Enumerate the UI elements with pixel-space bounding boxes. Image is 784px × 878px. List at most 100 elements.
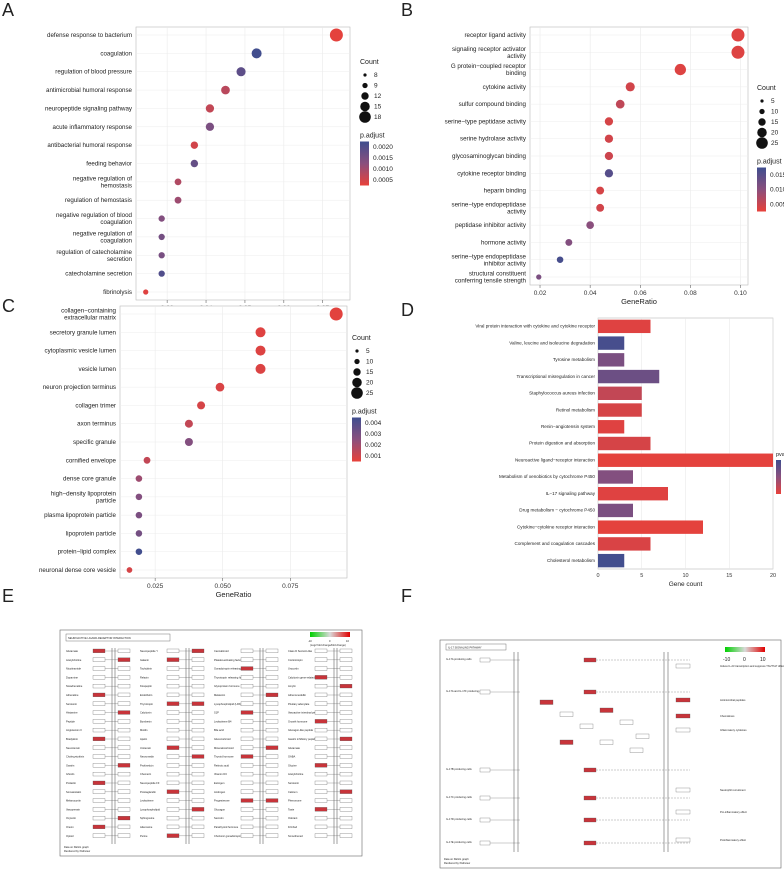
pathway-e-gene-box <box>314 701 328 706</box>
pathway-e-gene-box <box>240 666 254 671</box>
pathway-e-receptor-box <box>339 780 353 785</box>
pathway-e-receptor-box <box>339 745 353 750</box>
pathway-e-ligand: Orexin <box>66 825 74 829</box>
pathway-e-gene-box <box>314 657 328 662</box>
pathway-e-ligand: Glycoprotein hormone <box>214 684 240 688</box>
data-point <box>604 117 614 126</box>
pathway-e-receptor-box <box>265 710 279 715</box>
pathway-e-gene-box <box>314 675 328 680</box>
data-point <box>126 567 133 573</box>
category-label: serine hydrolase activity <box>460 135 527 142</box>
pathway-e-receptor-box <box>191 684 205 689</box>
category-label: negative regulation of blood coagulation <box>56 212 133 226</box>
pathway-e-gene-box <box>166 666 180 671</box>
category-label: receptor ligand activity <box>464 32 526 39</box>
pathway-e-gene-box <box>92 824 106 829</box>
category-label: glycosaminoglycan binding <box>452 153 527 160</box>
pathway-e-ligand: Acetylcholine <box>66 658 82 662</box>
category-label: structural constituent conferring tensile… <box>455 270 527 284</box>
chart-d: 0 5 10 15 20 Viral protein interaction with c… <box>475 317 784 588</box>
pathway-e-ligand: Taste <box>288 807 295 811</box>
pathway-f-section-label: IL-17E producing cells <box>446 840 472 844</box>
pathway-e-receptor-box <box>117 728 131 733</box>
pathway-e-gene-box <box>92 648 106 653</box>
data-point <box>135 475 143 482</box>
panel-letter-c: C <box>2 296 15 316</box>
pathway-e-ligand: Chemerin <box>140 772 152 776</box>
category-label: neuronal dense core vesicle <box>39 567 117 574</box>
pathway-e-scale-caption: (Log2 fold change/fold change) <box>310 643 346 647</box>
pathway-e-receptor-box <box>265 745 279 750</box>
pathway-e-receptor-box <box>117 807 131 812</box>
pathway-e-receptor-box <box>117 666 131 671</box>
pathway-e-receptor-box <box>265 833 279 838</box>
legend-color-title: p.adjust <box>757 159 782 166</box>
pathway-e-ligand: Apelin <box>140 737 148 741</box>
pathway-e-ligand: Dopamine <box>66 675 78 679</box>
pathway-e-gene-box <box>240 675 254 680</box>
legend-size-label: 10 <box>771 109 779 116</box>
pathway-e-ligand: Motilin <box>140 728 148 732</box>
data-point <box>215 382 225 392</box>
pathway-e-gene-box <box>166 780 180 785</box>
x-tick-label: 0.025 <box>147 583 164 590</box>
bar <box>598 336 625 350</box>
legend-size-label: 5 <box>771 98 775 105</box>
pathway-f-gene-box <box>619 719 634 725</box>
pathway-f-target-label: Induce IL-23 transcription and suppress … <box>720 664 784 668</box>
legend-size-dot <box>353 368 361 376</box>
pathway-f-section-label: IL-17B producing cells <box>446 767 472 771</box>
pathway-f-footer-1: Data on KEGG graph <box>444 857 469 861</box>
data-point <box>135 511 143 519</box>
pathway-e-ligand: Vitamin D3 <box>214 772 227 776</box>
pathway-e-receptor-box <box>117 684 131 689</box>
legend-size-label: 12 <box>374 93 382 100</box>
data-point <box>158 270 165 277</box>
data-point <box>135 530 143 537</box>
pathway-e-receptor-box <box>117 763 131 768</box>
pathway-f-ligand-box <box>479 795 491 801</box>
pathway-e-receptor-box <box>339 684 353 689</box>
pathway-e-gene-box <box>92 692 106 697</box>
pathway-e-frame <box>59 629 363 857</box>
bar <box>598 537 651 551</box>
legend-color-bar <box>757 167 766 212</box>
pathway-e-ligand: Bombesin <box>140 719 152 723</box>
legend-color-label: 0.0010 <box>373 166 393 173</box>
pathway-e-receptor-box <box>339 648 353 653</box>
x-tick-label: 15 <box>726 573 732 579</box>
category-label: cytokine receptor binding <box>457 170 526 177</box>
pathway-e-gene-box <box>314 772 328 777</box>
pathway-e-receptor-box <box>339 728 353 733</box>
pathway-e-ligand: Leukotriene B4 <box>214 719 232 723</box>
pathway-f-ligand-box <box>479 689 491 695</box>
category-label: Renin−angiotensin system <box>541 424 595 429</box>
legend-color-label: 0.003 <box>365 431 382 438</box>
pathway-e-ligand: Growth hormone <box>288 719 308 723</box>
pathway-e-gene-box <box>240 807 254 812</box>
pathway-e-receptor-box <box>265 657 279 662</box>
data-point <box>143 456 151 464</box>
pathway-e-receptor-box <box>191 816 205 821</box>
pathway-e-footer-2: Rendered by Pathview <box>64 849 90 853</box>
category-label: Tyrosine metabolism <box>553 357 595 362</box>
x-tick-label: 0 <box>596 573 599 579</box>
pathway-e-ligand: Prolactin <box>66 781 77 785</box>
legend-size-dot <box>757 127 767 138</box>
pathway-f-target-label: Proinflammatory effect <box>720 838 746 842</box>
category-label: Staphylococcus aureus infection <box>529 391 595 396</box>
pathway-f-gene-box <box>559 739 574 745</box>
pathway-e-ligand: Kisspeptin <box>140 684 153 688</box>
pathway-e-ligand: Thyroid hormone <box>214 755 234 759</box>
legend-color-title: pvalue <box>776 452 784 458</box>
pathway-e-ligand: Serotonin <box>288 781 300 785</box>
category-label: serine−type endopeptidase activity <box>452 201 527 215</box>
legend-size-title: Count <box>360 59 379 66</box>
legend-size-dot <box>756 137 768 149</box>
legend-color-label: 0.0005 <box>373 177 393 184</box>
legend-size-dot <box>363 73 367 77</box>
pathway-e-ligand: Calcitonin <box>140 711 152 715</box>
data-point <box>197 401 206 410</box>
pathway-e-receptor-box <box>117 772 131 777</box>
pathway-e-gene-box <box>314 789 328 794</box>
